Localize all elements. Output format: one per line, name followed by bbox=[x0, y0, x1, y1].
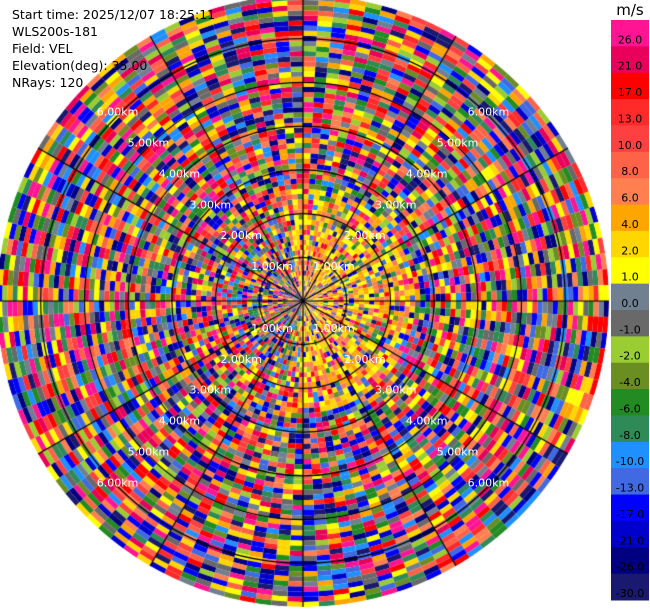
ring-label-3-2: 3.00km bbox=[189, 384, 231, 397]
colorbar-swatch-14 bbox=[611, 389, 649, 416]
ring-label-5-3: 5.00km bbox=[437, 446, 479, 459]
field-name: Field: VEL bbox=[12, 41, 73, 56]
colorbar-tick-14: -6.0 bbox=[619, 402, 640, 415]
ring-label-2-2: 2.00km bbox=[220, 353, 262, 366]
colorbar-swatch-10 bbox=[611, 283, 649, 311]
colorbar-tick-12: -2.0 bbox=[619, 350, 640, 363]
colorbar-tick-19: -21.0 bbox=[616, 534, 644, 547]
colorbar-tick-6: 6.0 bbox=[621, 192, 639, 205]
colorbar-swatch-9 bbox=[611, 257, 649, 285]
colorbar-tick-2: 17.0 bbox=[618, 86, 643, 99]
ring-label-5-1: 5.00km bbox=[437, 136, 479, 149]
colorbar-swatch-7 bbox=[611, 204, 649, 232]
colorbar-tick-4: 10.0 bbox=[618, 139, 643, 152]
ring-label-1-1: 1.00km bbox=[313, 260, 355, 273]
colorbar-tick-10: 0.0 bbox=[621, 297, 639, 310]
colorbar-tick-5: 8.0 bbox=[621, 165, 639, 178]
colorbar-swatch-8 bbox=[611, 230, 649, 258]
colorbar-swatch-21 bbox=[611, 573, 649, 601]
colorbar-tick-0: 26.0 bbox=[618, 33, 643, 46]
colorbar-swatch-6 bbox=[611, 178, 649, 206]
ring-label-1-3: 1.00km bbox=[313, 322, 355, 335]
ring-label-4-2: 4.00km bbox=[159, 415, 201, 428]
elevation: Elevation(deg): 35.00 bbox=[12, 58, 148, 73]
colorbar-swatch-13 bbox=[611, 362, 649, 390]
colorbar-tick-7: 4.0 bbox=[621, 218, 639, 231]
colorbar-tick-1: 21.0 bbox=[618, 60, 643, 73]
ring-label-2-0: 2.00km bbox=[220, 229, 262, 242]
scan-info: Start time: 2025/12/07 18:25:11 WLS200s-… bbox=[12, 6, 215, 91]
ring-label-6-0: 6.00km bbox=[97, 106, 139, 119]
ring-label-3-1: 3.00km bbox=[375, 198, 417, 211]
colorbar-tick-20: -26.0 bbox=[616, 561, 644, 574]
ring-label-1-0: 1.00km bbox=[251, 260, 293, 273]
ring-label-3-3: 3.00km bbox=[375, 384, 417, 397]
colorbar-swatch-2 bbox=[611, 72, 649, 100]
colorbar-tick-17: -13.0 bbox=[616, 482, 644, 495]
colorbar-swatch-15 bbox=[611, 415, 649, 443]
colorbar-swatch-5 bbox=[611, 151, 649, 179]
ring-label-4-3: 4.00km bbox=[406, 415, 448, 428]
start-time: Start time: 2025/12/07 18:25:11 bbox=[12, 7, 216, 22]
colorbar-tick-9: 1.0 bbox=[621, 271, 639, 284]
ring-label-6-1: 6.00km bbox=[468, 106, 510, 119]
colorbar-tick-18: -17.0 bbox=[616, 508, 644, 521]
ring-label-5-0: 5.00km bbox=[128, 136, 170, 149]
colorbar-tick-8: 2.0 bbox=[621, 244, 639, 257]
colorbar-swatch-0 bbox=[611, 20, 649, 47]
colorbar-swatch-12 bbox=[611, 336, 649, 364]
ring-label-2-3: 2.00km bbox=[344, 353, 386, 366]
colorbar-swatch-16 bbox=[611, 441, 649, 469]
colorbar-swatch-3 bbox=[611, 99, 649, 126]
colorbar-swatch-18 bbox=[611, 494, 649, 522]
colorbar-swatch-17 bbox=[611, 468, 649, 496]
colorbar-swatch-4 bbox=[611, 125, 649, 153]
nrays: NRays: 120 bbox=[12, 75, 84, 90]
colorbar-tick-3: 13.0 bbox=[618, 112, 643, 125]
colorbar-tick-11: -1.0 bbox=[619, 323, 640, 336]
colorbar-tick-13: -4.0 bbox=[619, 376, 640, 389]
ring-label-5-2: 5.00km bbox=[128, 446, 170, 459]
colorbar-tick-21: -30.0 bbox=[616, 587, 644, 600]
ring-label-4-1: 4.00km bbox=[406, 167, 448, 180]
colorbar-swatch-1 bbox=[611, 46, 649, 74]
colorbar-tick-15: -8.0 bbox=[619, 429, 640, 442]
ring-label-6-3: 6.00km bbox=[468, 476, 510, 489]
ring-label-2-1: 2.00km bbox=[344, 229, 386, 242]
site-name: WLS200s-181 bbox=[12, 24, 98, 39]
ring-label-6-2: 6.00km bbox=[97, 476, 139, 489]
colorbar-unit: m/s bbox=[616, 1, 644, 19]
colorbar-swatch-11 bbox=[611, 310, 649, 337]
ring-label-4-0: 4.00km bbox=[159, 167, 201, 180]
colorbar-swatch-20 bbox=[611, 547, 649, 575]
ring-label-1-2: 1.00km bbox=[251, 322, 293, 335]
ring-label-3-0: 3.00km bbox=[189, 198, 231, 211]
colorbar-swatch-19 bbox=[611, 520, 649, 548]
colorbar-tick-16: -10.0 bbox=[616, 455, 644, 468]
